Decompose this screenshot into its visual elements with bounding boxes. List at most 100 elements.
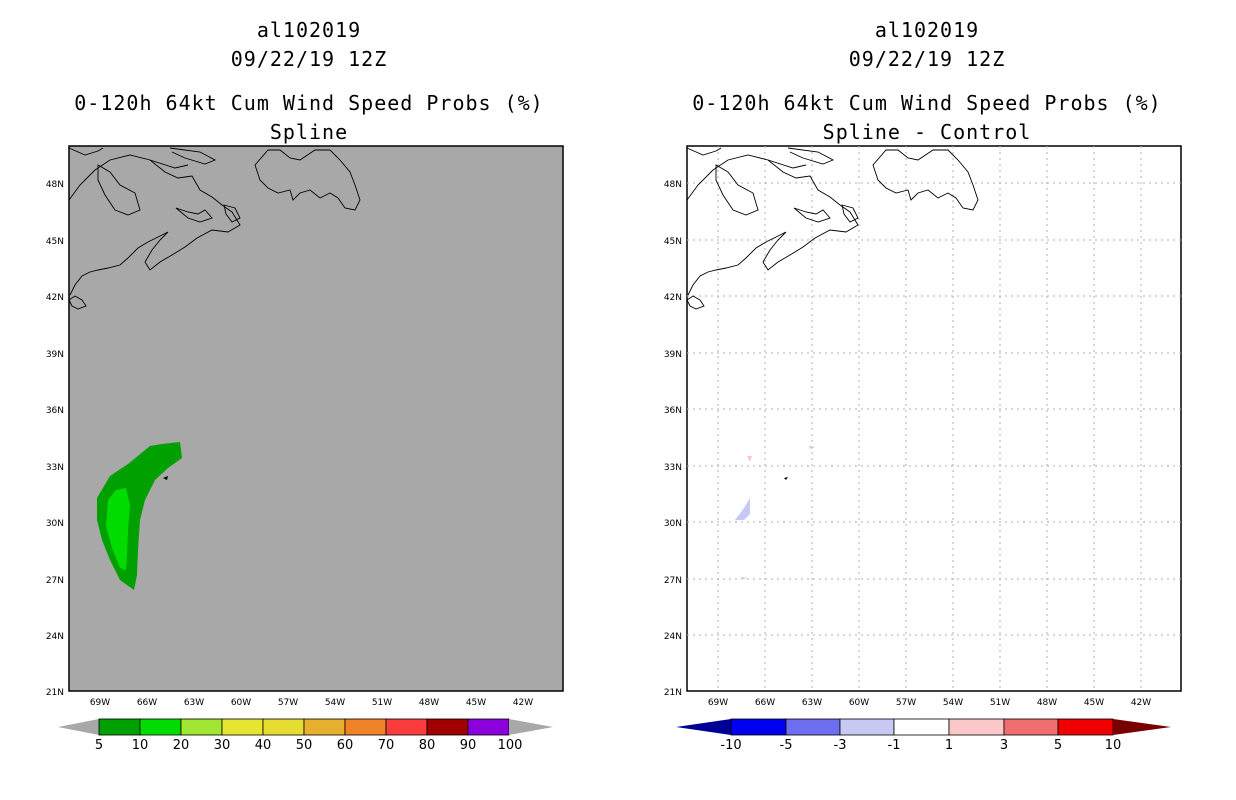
colorbar-label: 70 — [378, 738, 395, 753]
lat-label: 30N — [46, 519, 64, 529]
colorbar-label: 100 — [498, 738, 523, 753]
lon-label: 57W — [278, 698, 298, 708]
colorbar-label: -1 — [888, 738, 901, 753]
left-panel: al102019 09/22/19 12Z 0-120h 64kt Cum Wi… — [46, 18, 564, 753]
colorbar-label: 60 — [337, 738, 354, 753]
lon-label: 48W — [419, 698, 439, 708]
colorbar-swatch — [303, 718, 346, 736]
lat-label: 36N — [664, 406, 682, 416]
map-frame — [686, 145, 1182, 692]
colorbar-label: 5 — [1054, 738, 1062, 753]
lat-axis-labels: 48N 45N 42N 39N 36N 33N 30N 27N 24N 21N — [46, 180, 64, 698]
lon-label: 69W — [708, 698, 728, 708]
colorbar-over-arrow — [509, 719, 553, 735]
lon-label: 45W — [466, 698, 486, 708]
lon-label: 60W — [849, 698, 869, 708]
right-panel: al102019 09/22/19 12Z 0-120h 64kt Cum Wi… — [618, 0, 1236, 800]
lat-label: 48N — [664, 180, 682, 190]
lon-label: 63W — [184, 698, 204, 708]
lat-label: 33N — [46, 463, 64, 473]
panel-subtitle: Spline - Control — [822, 120, 1032, 144]
lat-label: 30N — [664, 519, 682, 529]
colorbar-label: -10 — [720, 738, 741, 753]
lat-axis-labels: 48N 45N 42N 39N 36N 33N 30N 27N 24N 21N — [664, 180, 682, 698]
lat-label: 21N — [664, 688, 682, 698]
colorbar-label: -3 — [834, 738, 847, 753]
lon-label: 48W — [1037, 698, 1057, 708]
lat-label: 36N — [46, 406, 64, 416]
colorbar-label: -5 — [780, 738, 793, 753]
coastlines — [68, 147, 361, 310]
colorbar-swatch — [426, 718, 469, 736]
lat-label: 21N — [46, 688, 64, 698]
lon-label: 51W — [372, 698, 392, 708]
lon-label: 66W — [137, 698, 157, 708]
map-svg: 48N 45N 42N 39N 36N 33N 30N 27N 24N 21N … — [46, 145, 564, 753]
grid-lines — [687, 146, 1181, 691]
lon-label: 57W — [896, 698, 916, 708]
datetime: 09/22/19 12Z — [848, 47, 1006, 71]
colorbar-swatch — [385, 718, 428, 736]
colorbar-label: 90 — [460, 738, 477, 753]
lon-label: 69W — [90, 698, 110, 708]
lon-label: 63W — [802, 698, 822, 708]
lat-label: 45N — [46, 237, 64, 247]
product-title: 0-120h 64kt Cum Wind Speed Probs (%) — [74, 91, 544, 115]
lon-label: 54W — [943, 698, 963, 708]
coastlines — [686, 147, 979, 310]
lon-label: 45W — [1084, 698, 1104, 708]
colorbar-swatch — [139, 718, 182, 736]
colorbar-over-arrow — [1113, 719, 1171, 735]
map-frame — [68, 145, 564, 692]
colorbar-swatch — [893, 718, 950, 736]
colorbar-swatch — [98, 718, 141, 736]
colorbar-label: 50 — [296, 738, 313, 753]
colorbar-label: 20 — [173, 738, 190, 753]
colorbar-swatch — [730, 718, 787, 736]
lat-label: 27N — [46, 576, 64, 586]
difference-contours — [735, 446, 815, 579]
lat-label: 39N — [664, 350, 682, 360]
lon-axis-labels: 69W 66W 63W 60W 57W 54W 51W 48W 45W 42W — [90, 698, 533, 708]
colorbar: -10 -5 -3 -1 1 3 5 10 — [676, 718, 1171, 753]
colorbar-under-arrow — [58, 719, 99, 735]
lat-label: 42N — [46, 293, 64, 303]
lat-label: 45N — [664, 237, 682, 247]
colorbar-label: 40 — [255, 738, 272, 753]
colorbar-swatch — [180, 718, 223, 736]
storm-id: al102019 — [874, 18, 980, 42]
colorbar-label: 5 — [95, 738, 103, 753]
lon-label: 51W — [990, 698, 1010, 708]
lat-label: 24N — [46, 632, 64, 642]
lat-label: 48N — [46, 180, 64, 190]
colorbar-swatch — [344, 718, 387, 736]
colorbar-swatch — [1057, 718, 1114, 736]
colorbar-swatch — [785, 718, 841, 736]
map-svg: 48N 45N 42N 39N 36N 33N 30N 27N 24N 21N … — [664, 145, 1182, 753]
storm-id: al102019 — [256, 18, 362, 42]
colorbar-swatch — [1003, 718, 1059, 736]
colorbar-under-arrow — [676, 719, 731, 735]
lat-label: 39N — [46, 350, 64, 360]
lat-label: 24N — [664, 632, 682, 642]
colorbar-swatch — [948, 718, 1005, 736]
lon-label: 66W — [755, 698, 775, 708]
colorbar-label: 30 — [214, 738, 231, 753]
colorbar-label: 1 — [945, 738, 953, 753]
colorbar-swatch — [262, 718, 305, 736]
colorbar-label: 80 — [419, 738, 436, 753]
colorbar-swatch — [467, 718, 510, 736]
lon-label: 60W — [231, 698, 251, 708]
product-title: 0-120h 64kt Cum Wind Speed Probs (%) — [692, 91, 1162, 115]
lat-label: 42N — [664, 293, 682, 303]
colorbar-label: 3 — [1000, 738, 1008, 753]
colorbar-label: 10 — [1105, 738, 1122, 753]
colorbar-swatch — [221, 718, 264, 736]
colorbar-swatch — [839, 718, 895, 736]
panel-subtitle: Spline — [269, 120, 349, 144]
lon-label: 42W — [1131, 698, 1151, 708]
lon-label: 42W — [513, 698, 533, 708]
lat-label: 33N — [664, 463, 682, 473]
lon-label: 54W — [325, 698, 345, 708]
colorbar: 5 10 20 30 40 50 60 70 80 90 100 — [58, 718, 553, 753]
